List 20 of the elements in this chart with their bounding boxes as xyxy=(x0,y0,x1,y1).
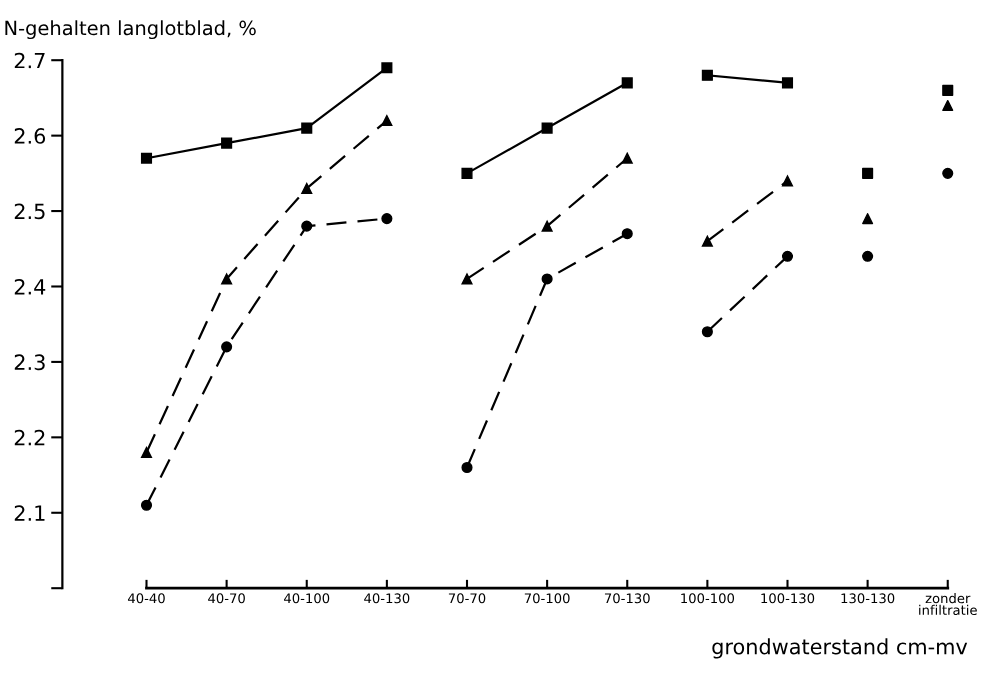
x-tick-label: 100-130 xyxy=(761,593,815,604)
x-tick-label: 70-70 xyxy=(448,593,486,604)
y-tick-label: 2.5 xyxy=(14,203,45,220)
x-tick-label: 40-70 xyxy=(208,593,245,604)
x-tick-label: 70-130 xyxy=(604,593,650,604)
y-axis-title: N-gehalten langlotblad, % xyxy=(5,20,256,40)
y-tick-label: 2.4 xyxy=(14,278,46,295)
x-tick-label: 40-100 xyxy=(284,593,330,604)
y-tick-label: 2.2 xyxy=(14,429,45,446)
y-tick-label: 2.7 xyxy=(14,52,45,69)
x-tick-label: 100-100 xyxy=(681,593,735,604)
y-tick-label: 2.3 xyxy=(14,354,45,371)
x-tick-label: 40-130 xyxy=(364,593,410,604)
x-tick-label: 40-40 xyxy=(127,593,165,604)
x-axis-title: grondwaterstand cm-mv xyxy=(712,638,968,659)
y-tick-label: 2.6 xyxy=(14,128,46,144)
x-tick-label: 130-130 xyxy=(841,593,895,604)
y-tick-label: 2.1 xyxy=(14,505,45,521)
x-tick-label: 70-100 xyxy=(524,593,570,604)
x-tick-label: zonder infiltratie xyxy=(919,593,977,616)
